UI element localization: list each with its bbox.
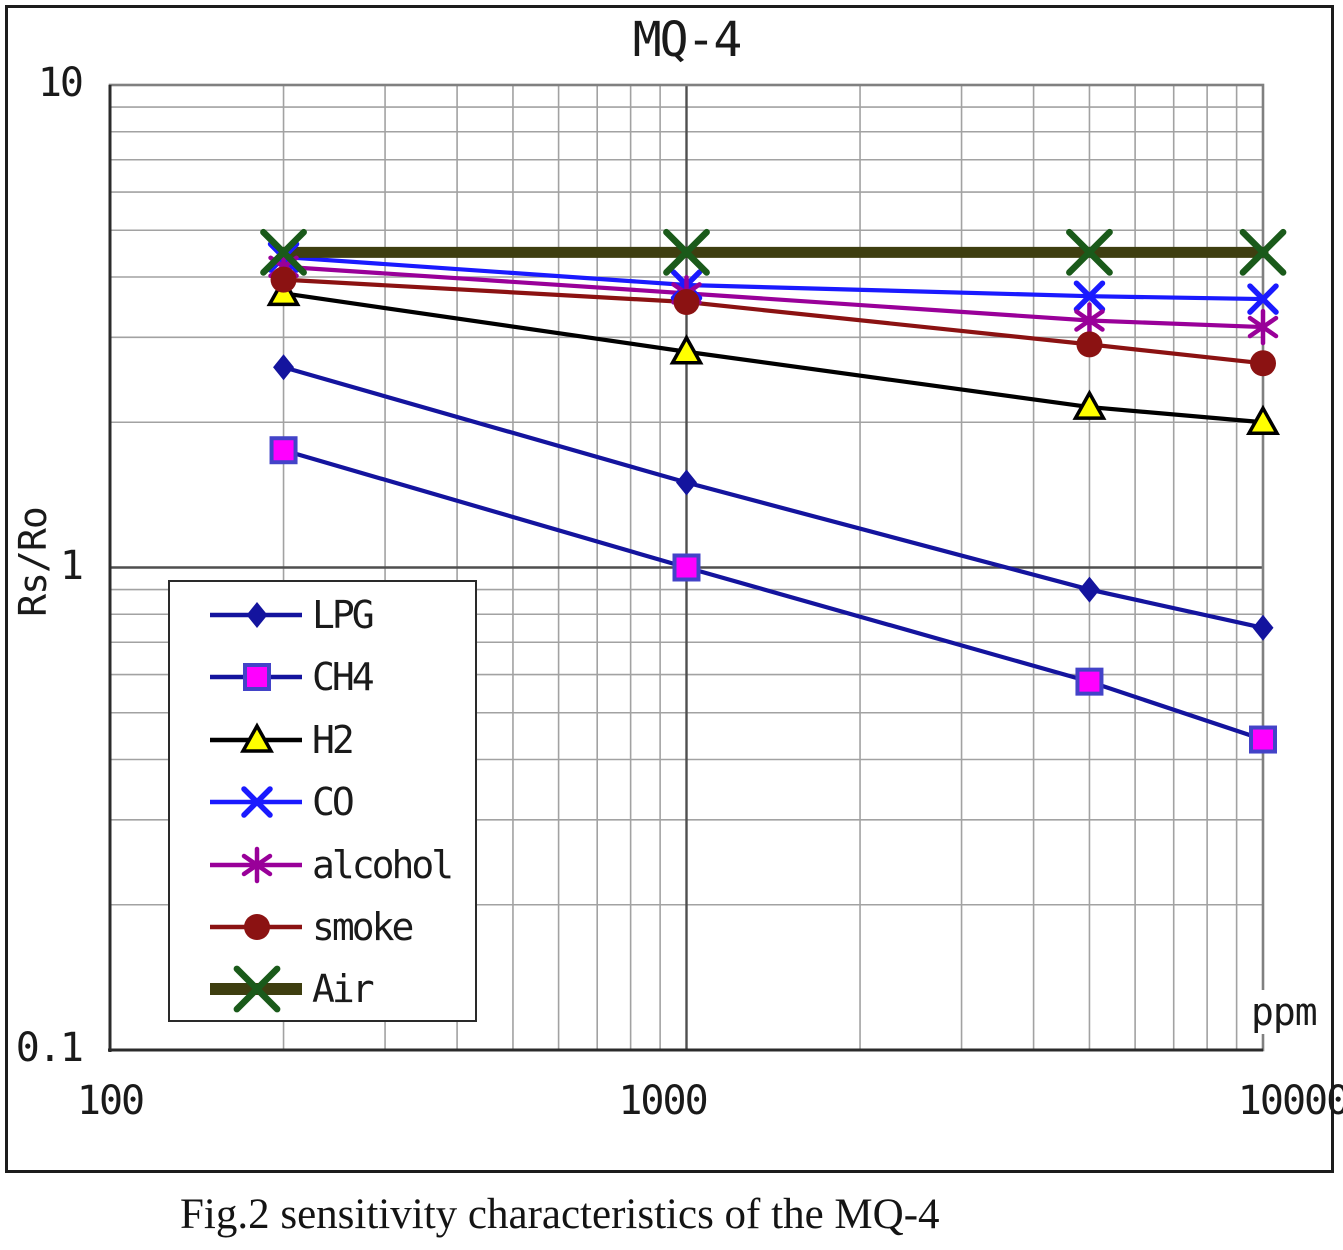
series-line-CO bbox=[281, 254, 1266, 302]
x-axis-tick-label: 1000 bbox=[618, 1078, 708, 1124]
legend-item-H2: H2 bbox=[170, 712, 475, 768]
series-marker-LPG bbox=[1078, 576, 1100, 603]
legend-label: LPG bbox=[312, 593, 375, 637]
series-marker-alcohol bbox=[1247, 308, 1279, 346]
series-line-smoke bbox=[281, 277, 1266, 366]
legend-swatch-CH4 bbox=[210, 663, 302, 692]
series-marker-Air bbox=[260, 228, 307, 276]
series-marker-CO bbox=[1073, 280, 1106, 312]
series-marker-LPG bbox=[273, 354, 295, 381]
series-marker-H2 bbox=[1246, 404, 1280, 436]
legend-item-LPG: LPG bbox=[170, 587, 475, 643]
series-line-alcohol bbox=[281, 264, 1266, 330]
legend-swatch-CO bbox=[210, 786, 302, 818]
legend-marker-Air bbox=[233, 965, 281, 1013]
series-marker-Air bbox=[1239, 228, 1287, 276]
legend-label: Air bbox=[312, 967, 375, 1012]
legend-box: LPG CH4 H2 CO alcohol smoke Air bbox=[168, 580, 477, 1022]
series-marker-smoke bbox=[1076, 331, 1103, 358]
x-axis-tick-label: 10000 bbox=[1237, 1078, 1343, 1124]
series-marker-LPG bbox=[1252, 614, 1274, 641]
legend-item-alcohol: alcohol bbox=[170, 837, 475, 893]
series-marker-smoke bbox=[1250, 350, 1276, 377]
series-marker-Air bbox=[1066, 228, 1113, 276]
series-marker-LPG bbox=[676, 469, 697, 496]
series-marker-Air bbox=[663, 228, 710, 276]
series-marker-smoke bbox=[673, 289, 700, 316]
y-axis-tick-label: 10 bbox=[37, 60, 84, 106]
legend-marker-CH4 bbox=[243, 663, 271, 692]
legend-marker-H2 bbox=[240, 722, 274, 753]
legend-swatch-smoke bbox=[210, 914, 302, 940]
y-axis-tick-label: 1 bbox=[59, 542, 84, 589]
legend-label: CO bbox=[312, 780, 355, 825]
legend-marker-alcohol bbox=[241, 846, 273, 883]
series-marker-smoke bbox=[270, 266, 297, 293]
x-axis-unit-label: ppm bbox=[1248, 990, 1320, 1034]
chart-title: MQ-4 bbox=[632, 12, 743, 68]
series-line-LPG bbox=[281, 365, 1266, 630]
series-marker-alcohol bbox=[1074, 302, 1105, 339]
legend-swatch-H2 bbox=[210, 722, 302, 753]
series-marker-CH4 bbox=[672, 553, 701, 582]
series-marker-CH4 bbox=[1249, 725, 1277, 754]
legend-item-CO: CO bbox=[170, 774, 475, 830]
series-marker-H2 bbox=[669, 334, 704, 365]
legend-swatch-LPG bbox=[210, 602, 302, 628]
legend-marker-CO bbox=[241, 786, 273, 818]
legend-label: H2 bbox=[312, 717, 355, 762]
legend-label: CH4 bbox=[312, 655, 375, 700]
series-marker-H2 bbox=[1072, 389, 1107, 420]
legend-item-Air: Air bbox=[170, 961, 475, 1017]
legend-item-smoke: smoke bbox=[170, 899, 475, 955]
series-marker-CH4 bbox=[1075, 667, 1104, 696]
legend-label: smoke bbox=[312, 905, 414, 949]
legend-item-CH4: CH4 bbox=[170, 649, 475, 705]
figure-caption: Fig.2 sensitivity characteristics of the… bbox=[180, 1191, 940, 1238]
legend-swatch-Air bbox=[210, 965, 302, 1013]
series-line-H2 bbox=[281, 291, 1266, 425]
legend-swatch-alcohol bbox=[210, 846, 302, 883]
x-axis-tick-label: 100 bbox=[76, 1078, 145, 1124]
y-axis-tick-label: 0.1 bbox=[15, 1025, 84, 1071]
series-line-CH4 bbox=[281, 448, 1266, 742]
legend-label: alcohol bbox=[312, 842, 454, 887]
series-marker-CO bbox=[1247, 283, 1279, 315]
legend-marker-smoke bbox=[244, 914, 270, 940]
legend-marker-LPG bbox=[246, 602, 268, 628]
series-marker-CH4 bbox=[269, 436, 298, 465]
